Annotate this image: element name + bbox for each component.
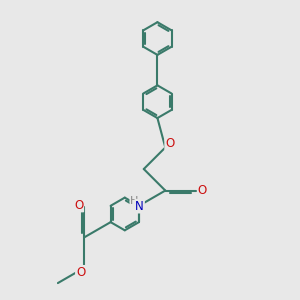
Text: O: O	[198, 184, 207, 197]
Text: O: O	[76, 266, 85, 279]
Text: O: O	[165, 136, 174, 149]
Text: H: H	[130, 196, 139, 206]
Text: O: O	[74, 199, 83, 212]
Text: N: N	[135, 200, 144, 213]
